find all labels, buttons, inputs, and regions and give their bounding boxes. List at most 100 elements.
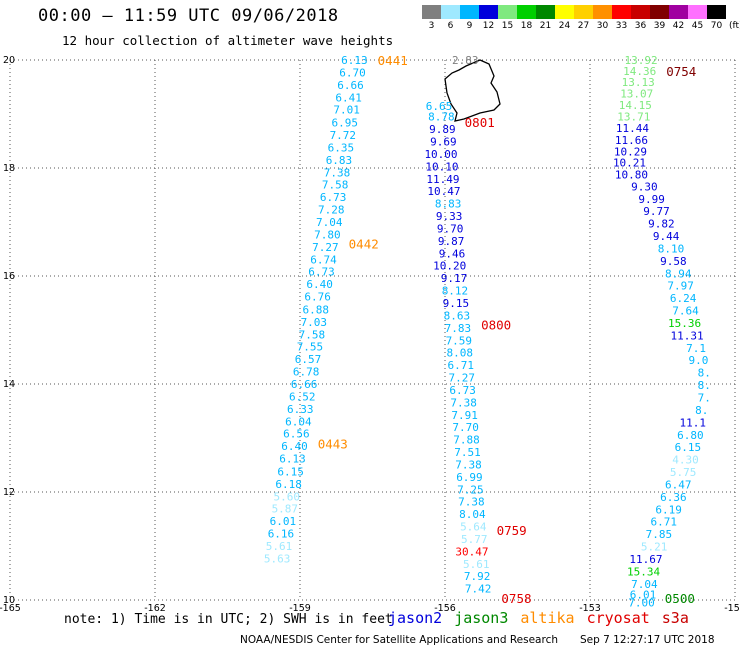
color-bin: 12 (479, 5, 498, 31)
wave-height-value: 6.01 (630, 589, 657, 602)
footer-timestamp: Sep 7 12:27:17 UTC 2018 (580, 634, 715, 646)
wave-height-value: 6.74 (310, 253, 337, 266)
island-wave-value: 2.83 (452, 54, 479, 67)
wave-height-value: 6.19 (655, 503, 682, 516)
wave-height-value: 6.33 (287, 403, 314, 416)
wave-height-value: 9.30 (631, 180, 658, 193)
color-bin: 9 (460, 5, 479, 31)
color-bin: 42 (669, 5, 688, 31)
color-bin-label: 27 (577, 21, 590, 31)
wave-height-value: 5.60 (274, 490, 301, 503)
wave-height-value: 6.35 (328, 141, 355, 154)
wave-height-value: 7. (698, 392, 711, 405)
wave-height-value: 7.80 (314, 228, 341, 241)
color-bin-label: 3 (428, 21, 435, 31)
satellite-legend: jason2 jason3 altika cryosat s3a (388, 609, 701, 627)
pass-time-label: 0443 (318, 436, 348, 451)
wave-height-value: 5.75 (670, 466, 697, 479)
wave-height-value: 6.56 (283, 428, 310, 441)
wave-height-value: 6.95 (332, 117, 359, 130)
wave-height-value: 6.66 (291, 378, 318, 391)
wave-height-value: 7.88 (453, 434, 480, 447)
wave-height-value: 11.1 (680, 416, 707, 429)
wave-height-value: 8.04 (459, 508, 486, 521)
wave-height-value: 10.21 (613, 157, 646, 170)
wave-height-value: 7.70 (452, 421, 479, 434)
color-bin-label: 30 (596, 21, 609, 31)
wave-height-value: 9.70 (437, 222, 464, 235)
page-title: 00:00 – 11:59 UTC 09/06/2018 (38, 6, 339, 26)
wave-height-value: 6.41 (335, 91, 362, 104)
color-swatch (460, 5, 479, 19)
wave-height-value: 9.99 (638, 193, 665, 206)
color-swatch (441, 5, 460, 19)
wave-height-value: 6.73 (449, 384, 476, 397)
pass-time-label: 0754 (666, 64, 696, 79)
wave-height-value: 30.47 (455, 545, 488, 558)
color-swatch (422, 5, 441, 19)
satellite-legend-item: s3a (661, 609, 689, 627)
wave-height-value: 5.21 (641, 541, 668, 554)
wave-height-value: 6.76 (304, 291, 331, 304)
track-group: 6.136.706.666.417.016.957.726.356.837.38… (264, 53, 408, 565)
color-swatch (498, 5, 517, 19)
pass-time-label: 0500 (665, 591, 695, 606)
wave-height-value: 8. (698, 367, 711, 380)
wave-height-value: 13.71 (617, 111, 650, 124)
color-bin: 70 (707, 5, 726, 31)
color-bin: 21 (536, 5, 555, 31)
wave-height-value: 6.36 (660, 491, 687, 504)
wave-height-value: 9.0 (689, 354, 709, 367)
lat-tick-label: 10 (3, 595, 15, 606)
wave-height-value: 10.29 (614, 145, 647, 158)
wave-height-value: 7.58 (322, 179, 349, 192)
wave-height-value: 6.18 (275, 478, 302, 491)
color-bin-label: 42 (672, 21, 685, 31)
lon-tick-label: -150 (724, 603, 740, 614)
wave-height-value: 9.77 (643, 205, 670, 218)
wave-height-value: 5.77 (461, 533, 488, 546)
color-bin-label: 18 (520, 21, 533, 31)
footer: NOAA/NESDIS Center for Satellite Applica… (240, 634, 737, 646)
wave-height-value: 8.78 (428, 111, 455, 124)
pass-time-label: 0801 (465, 115, 495, 130)
hawaii-island-outline (444, 59, 501, 122)
lat-tick-label: 14 (3, 379, 15, 390)
wave-height-value: 11.49 (426, 173, 459, 186)
color-swatch (612, 5, 631, 19)
color-swatch (517, 5, 536, 19)
color-bin: 3 (422, 5, 441, 31)
wave-height-value: 9.15 (443, 297, 470, 310)
wave-height-value: 7.38 (324, 166, 351, 179)
wave-height-value: 7.85 (646, 528, 673, 541)
wave-height-value: 7.38 (455, 458, 482, 471)
color-swatch (631, 5, 650, 19)
pass-time-label: 0800 (481, 318, 511, 333)
wave-height-value: 5.61 (463, 558, 490, 571)
wave-height-value: 6.99 (456, 471, 483, 484)
wave-height-value: 5.64 (460, 521, 487, 534)
lon-tick-label: -153 (579, 603, 601, 614)
wave-height-value: 7.27 (312, 241, 339, 254)
lon-tick-label: -165 (0, 603, 21, 614)
color-bin-label: 39 (653, 21, 666, 31)
wave-height-value: 11.31 (670, 329, 703, 342)
footer-credit: NOAA/NESDIS Center for Satellite Applica… (240, 634, 558, 646)
wave-height-value: 6.71 (651, 516, 678, 529)
wave-height-value: 7.55 (297, 341, 324, 354)
wave-height-value: 7.28 (318, 204, 345, 217)
lon-tick-label: -162 (144, 603, 166, 614)
wave-height-value: 6.04 (285, 415, 312, 428)
wave-height-value: 10.80 (615, 168, 648, 181)
color-bin: 39 (650, 5, 669, 31)
wave-height-value: 13.07 (620, 87, 653, 100)
wave-height-value: 7.58 (299, 328, 326, 341)
wave-height-value: 15.36 (668, 317, 701, 330)
wave-height-value: 6.83 (326, 154, 353, 167)
altimeter-tracks: 6.136.706.666.417.016.957.726.356.837.38… (264, 53, 711, 610)
wave-height-value: 6.65 (426, 100, 453, 113)
note-text: note: 1) Time is in UTC; 2) SWH is in fe… (64, 612, 393, 627)
color-bin-label: 6 (447, 21, 454, 31)
color-bin-label: 45 (691, 21, 704, 31)
